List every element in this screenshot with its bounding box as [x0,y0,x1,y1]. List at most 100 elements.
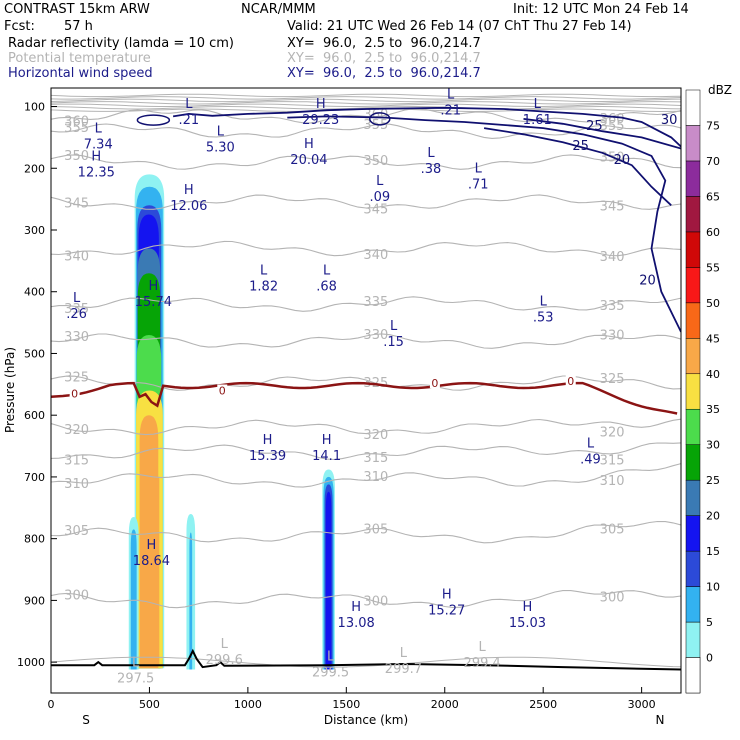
reflectivity-band [130,529,137,670]
wind-extremum-type: H [523,600,533,615]
theta-contour [51,590,681,609]
colorbar-swatch [685,408,701,445]
wind-extremum-value: .21 [178,113,199,128]
colorbar-label: 60 [706,226,720,239]
colorbar-swatch [685,444,701,481]
theta-contour-label: 335 [363,295,388,310]
wind-extremum-value: 13.08 [338,616,375,631]
wind-extremum-value: 20.04 [290,153,327,168]
theta-contour-label: 300 [64,588,89,603]
wind-contour-label: 20 [614,153,631,168]
theta-contour-label: 315 [363,451,388,466]
theta-contour-label: 345 [64,197,89,212]
wind-extremum-type: L [376,174,384,189]
colorbar-label: 35 [706,403,720,416]
theta-contour-label: 325 [64,370,89,385]
wind-extremum-value: 12.35 [78,165,115,180]
theta-contour-label: 355 [64,121,89,136]
theta-contour-label: 305 [600,522,625,537]
freezing-label: 0 [71,388,78,401]
theta-contour-label: 360 [64,114,89,129]
wind-contour-label: 20 [639,273,656,288]
wind-contour [136,114,171,126]
wind-contour [369,112,391,126]
theta-extremum-type: L [400,646,408,661]
theta-contour-label: 340 [363,248,388,263]
theta-contour-label: 305 [363,522,388,537]
wind-extremum-value: .26 [66,307,87,322]
colorbar-swatch [685,479,701,516]
theta-contour [51,103,681,107]
theta-contour [51,463,681,488]
field2-xy: XY= 96.0, 2.5 to 96.0,214.7 [287,51,481,66]
reflectivity-band [325,491,332,670]
theta-contour-label: 340 [600,250,625,265]
theta-extremum-value: 299.4 [464,656,501,671]
y-tick-label: 500 [24,347,45,360]
theta-contour [51,93,681,98]
wind-contour [287,115,681,333]
theta-contour [51,333,681,349]
wind-extremum-type: H [148,279,158,294]
wind-extremum-type: L [217,125,225,140]
colorbar-label: 10 [706,581,720,594]
y-tick-label: 300 [24,224,45,237]
wind-extremum-type: H [147,538,157,553]
field1-xy: XY= 96.0, 2.5 to 96.0,214.7 [287,36,481,51]
reflectivity-layer [128,174,335,670]
colorbar-label: 5 [706,616,713,629]
wind-extremum-value: 1.82 [249,279,278,294]
wind-contour-label: 30 [661,113,678,128]
wind-extremum-type: L [447,88,455,103]
wind-extremum-type: H [304,137,314,152]
wind-extremum-value: .71 [468,178,489,193]
wind-extremum-type: L [587,436,595,451]
y-axis-label: Pressure (hPa) [3,347,17,433]
y-tick-label: 900 [24,594,45,607]
terrain-line [51,648,681,671]
wind-extremum-value: 15.27 [428,604,465,619]
x-tick-label: 3000 [628,698,656,711]
colorbar-label: 40 [706,368,720,381]
colorbar-swatch [685,586,701,623]
theta-contour [51,101,681,105]
theta-contour [51,105,681,110]
axes: 0 500 1000 1500 2000 2500 30001002003004005006… [17,101,656,711]
theta-contour [51,98,681,103]
wind-extremum-value: 7.34 [84,137,113,152]
wind-extremum-type: H [316,97,326,112]
colorbar-swatch [685,89,701,126]
theta-contour-label: 345 [600,199,625,214]
field2-label: Potential temperature [8,51,151,66]
reflectivity-band [141,489,147,666]
wind-contour [172,106,681,148]
wind-contours: 30 25 25 20 20 [136,106,681,333]
y-tick-label: 800 [24,533,45,546]
theta-contour-label: 320 [600,425,625,440]
wind-extremum-type: L [427,146,435,161]
x-tick-label: 500 [139,698,160,711]
y-tick-label: 700 [24,471,45,484]
field3-xy: XY= 96.0, 2.5 to 96.0,214.7 [287,66,481,81]
theta-contour-label: 320 [363,428,388,443]
theta-contour-label: 310 [600,474,625,489]
wind-extremum-value: .49 [580,452,601,467]
theta-contour-label: 300 [600,590,625,605]
fcst-label: Fcst: [4,19,35,34]
valid-time: Valid: 21 UTC Wed 26 Feb 14 (07 ChT Thu … [287,19,632,34]
wind-extremum-type: H [351,600,361,615]
x-tick-label: 0 [48,698,55,711]
colorbar-label: 65 [706,190,720,203]
colorbar-swatch [685,550,701,587]
center-title: NCAR/MMM [241,2,316,17]
theta-contour-label: 305 [64,524,89,539]
wind-extremum-type: L [73,291,81,306]
theta-extremum-type: L [132,655,140,670]
freezing-label: 0 [219,385,226,398]
wind-extremum-type: L [390,319,398,334]
wind-extremum-type: L [323,263,331,278]
theta-contour-label: 355 [600,119,625,134]
theta-extremum-value: 299.7 [385,662,422,677]
wind-extremum-value: 1.61 [523,113,552,128]
